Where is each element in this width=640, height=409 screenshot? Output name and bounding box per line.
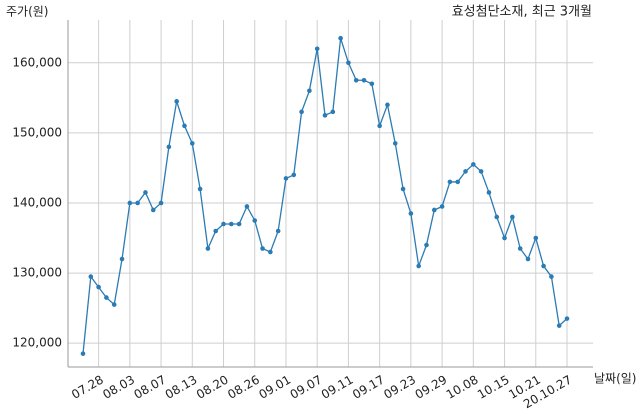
point [322,113,328,118]
point [541,263,546,269]
point [174,99,179,104]
line [82,38,568,354]
point [463,169,468,174]
y-tick-label: 140,000 [12,195,62,209]
point [166,144,172,150]
point [439,204,445,209]
x-tick-label: 09.01 [256,373,293,402]
x-tick-label: 08.13 [163,373,200,402]
point [486,190,492,195]
point [314,46,320,52]
point [416,263,421,269]
point [182,123,187,129]
x-tick-label: 10.08 [444,373,481,402]
point [135,200,140,206]
x-tick-label: 09.07 [288,373,325,402]
point [330,109,336,115]
point [408,211,414,216]
point [392,141,398,146]
point [502,235,507,241]
point [104,295,109,300]
point [213,228,219,234]
point [244,204,250,209]
point [80,351,86,356]
x-axis-label: 날짜(일) [594,372,636,386]
point [431,207,437,213]
point [221,221,226,227]
point [299,109,304,115]
x-tick-label: 08.07 [132,373,169,402]
x-tick-label: 08.26 [225,373,262,402]
point [478,169,484,174]
point [517,246,523,251]
point [369,81,375,87]
x-tick-label: 10.15 [475,373,512,402]
point [307,88,312,94]
point [236,221,242,227]
point [447,179,453,185]
point [260,246,265,251]
point [471,162,476,167]
x-tick-label: 09.29 [413,373,450,402]
point [96,284,101,290]
point [494,214,500,220]
point [197,186,203,192]
point [229,221,234,227]
point [525,256,531,262]
point [385,102,390,108]
x-tick-label: 08.03 [100,373,137,402]
point [346,60,351,66]
x-tick-label: 08.20 [194,373,231,402]
point [353,77,359,83]
point [510,214,515,220]
point [143,190,148,195]
point [158,200,164,206]
point [549,274,554,279]
point [205,246,211,251]
x-tick-label: 09.23 [381,373,418,402]
y-tick-label: 130,000 [12,266,62,280]
point [564,316,570,321]
point [127,200,133,206]
point [189,141,195,146]
point [88,274,94,279]
point [361,77,367,83]
point [533,235,539,241]
point [556,323,562,328]
point [283,176,289,181]
point [119,256,125,262]
y-tick-label: 150,000 [12,125,62,139]
point [252,218,258,223]
point [111,302,117,307]
point [275,228,281,234]
y-tick-label: 120,000 [12,336,62,350]
y-tick-label: 160,000 [12,55,62,69]
x-tick-label: 09.11 [319,373,356,402]
point [150,207,156,213]
point [455,179,461,185]
x-tick-label: 07.28 [69,373,106,402]
point [377,123,382,129]
point [338,35,343,41]
point [400,186,406,192]
x-tick-label: 09.17 [350,373,387,402]
chart-title: 효성첨단소재, 최근 3개월 [452,5,592,20]
point [268,249,273,255]
y-axis-label: 주가(원) [6,5,48,19]
point [424,242,429,248]
point [291,172,297,178]
